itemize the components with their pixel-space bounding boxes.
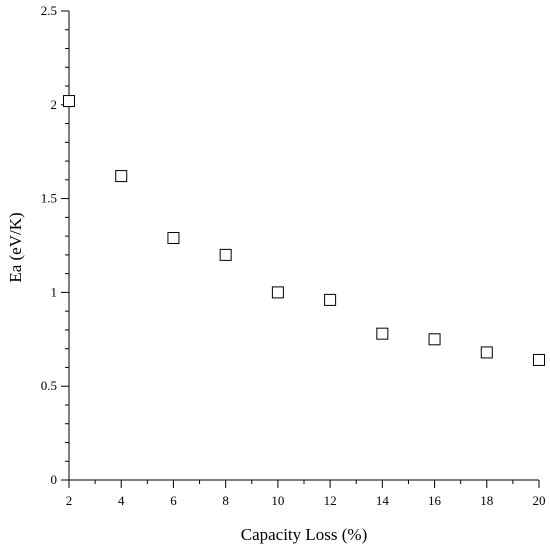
y-tick-label: 1.5 [41, 191, 57, 206]
data-point [115, 170, 128, 183]
axes [68, 11, 539, 481]
y-tick-label: 1 [51, 284, 58, 299]
data-point [63, 95, 75, 108]
data-point [480, 346, 493, 359]
y-tick-label: 0 [51, 472, 58, 487]
data-point [271, 286, 284, 299]
y-tick-label: 2.5 [41, 3, 57, 18]
data-points [63, 95, 545, 366]
x-tick-label: 20 [533, 493, 546, 508]
x-tick-label: 10 [271, 493, 284, 508]
y-axis-title: Ea (eV/K) [6, 212, 25, 282]
y-ticks: 0 0.5 1 1.5 2 2.5 [41, 3, 69, 487]
x-tick-label: 8 [222, 493, 229, 508]
x-tick-label: 2 [66, 493, 73, 508]
data-point [376, 327, 389, 340]
y-tick-label: 0.5 [41, 378, 57, 393]
x-tick-label: 18 [480, 493, 493, 508]
y-tick-label: 2 [51, 97, 58, 112]
x-tick-label: 4 [118, 493, 125, 508]
x-tick-label: 16 [428, 493, 442, 508]
x-tick-label: 14 [376, 493, 390, 508]
data-point [428, 333, 441, 346]
x-tick-label: 12 [324, 493, 337, 508]
data-point [533, 353, 545, 366]
data-point [219, 248, 232, 261]
data-point [324, 293, 337, 306]
x-tick-label: 6 [170, 493, 177, 508]
x-ticks: 2 4 6 8 10 12 14 16 18 20 [66, 480, 546, 508]
x-axis-title: Capacity Loss (%) [241, 525, 368, 544]
data-point [167, 231, 180, 244]
